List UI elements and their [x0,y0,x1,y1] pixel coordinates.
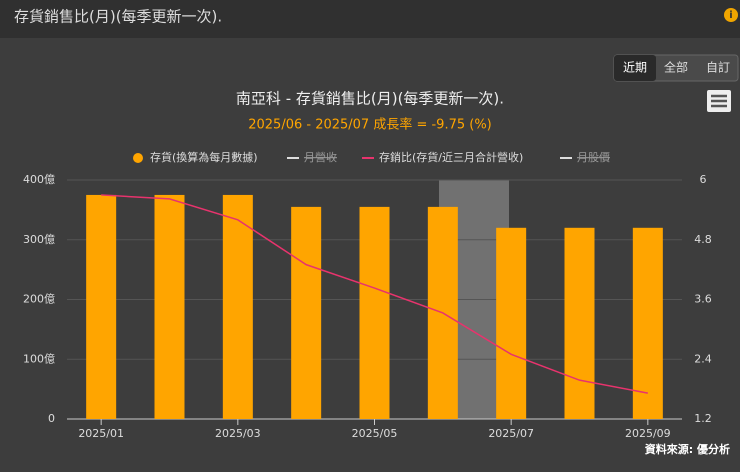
x-tick-label: 2025/01 [78,427,124,440]
y2-tick-label: 2.4 [694,352,712,365]
header-title: 存貨銷售比(月)(每季更新一次). [14,8,222,26]
legend-label: 月股價 [577,150,610,164]
info-text[interactable]: i [729,10,732,21]
y2-tick-label: 6 [700,173,707,186]
x-tick-label: 2025/05 [352,427,398,440]
chart-title: 南亞科 - 存貨銷售比(月)(每季更新一次). [236,90,504,108]
y2-tick-label: 1.2 [694,412,712,425]
range-button[interactable]: 全部 [664,60,688,75]
y2-tick-label: 3.6 [694,293,712,306]
y-tick-label: 200億 [23,293,55,306]
x-tick-label: 2025/07 [488,427,534,440]
line [101,194,648,394]
bar [154,194,185,419]
chart-subtitle: 2025/06 - 2025/07 成長率 = -9.75 (%) [248,117,492,133]
bar [632,227,663,419]
legend-marker [133,153,143,163]
bar [496,227,527,419]
header-bar [0,0,740,38]
x-tick-label: 2025/03 [215,427,261,440]
menu-icon[interactable] [711,94,727,108]
bar [86,194,117,419]
bar [222,194,253,419]
bar [291,206,322,419]
range-button[interactable]: 自訂 [706,60,730,75]
bar [359,206,390,419]
y-tick-label: 0 [48,412,55,425]
y-tick-label: 300億 [23,233,55,246]
button-active[interactable] [614,55,656,81]
legend-label: 月營收 [304,150,337,164]
bar [564,227,595,419]
info-icon[interactable] [724,8,738,22]
y-tick-label: 100億 [23,352,55,365]
x-tick-label: 2025/09 [625,427,671,440]
range-button[interactable]: 近期 [623,61,647,75]
y-tick-label: 400億 [23,173,55,186]
y2-tick-label: 4.8 [694,233,712,246]
source: 資料來源: 優分析 [645,442,730,456]
legend-label: 存銷比(存貨/近三月合計營收) [379,150,523,164]
legend-label: 存貨(換算為每月數據) [150,150,258,164]
